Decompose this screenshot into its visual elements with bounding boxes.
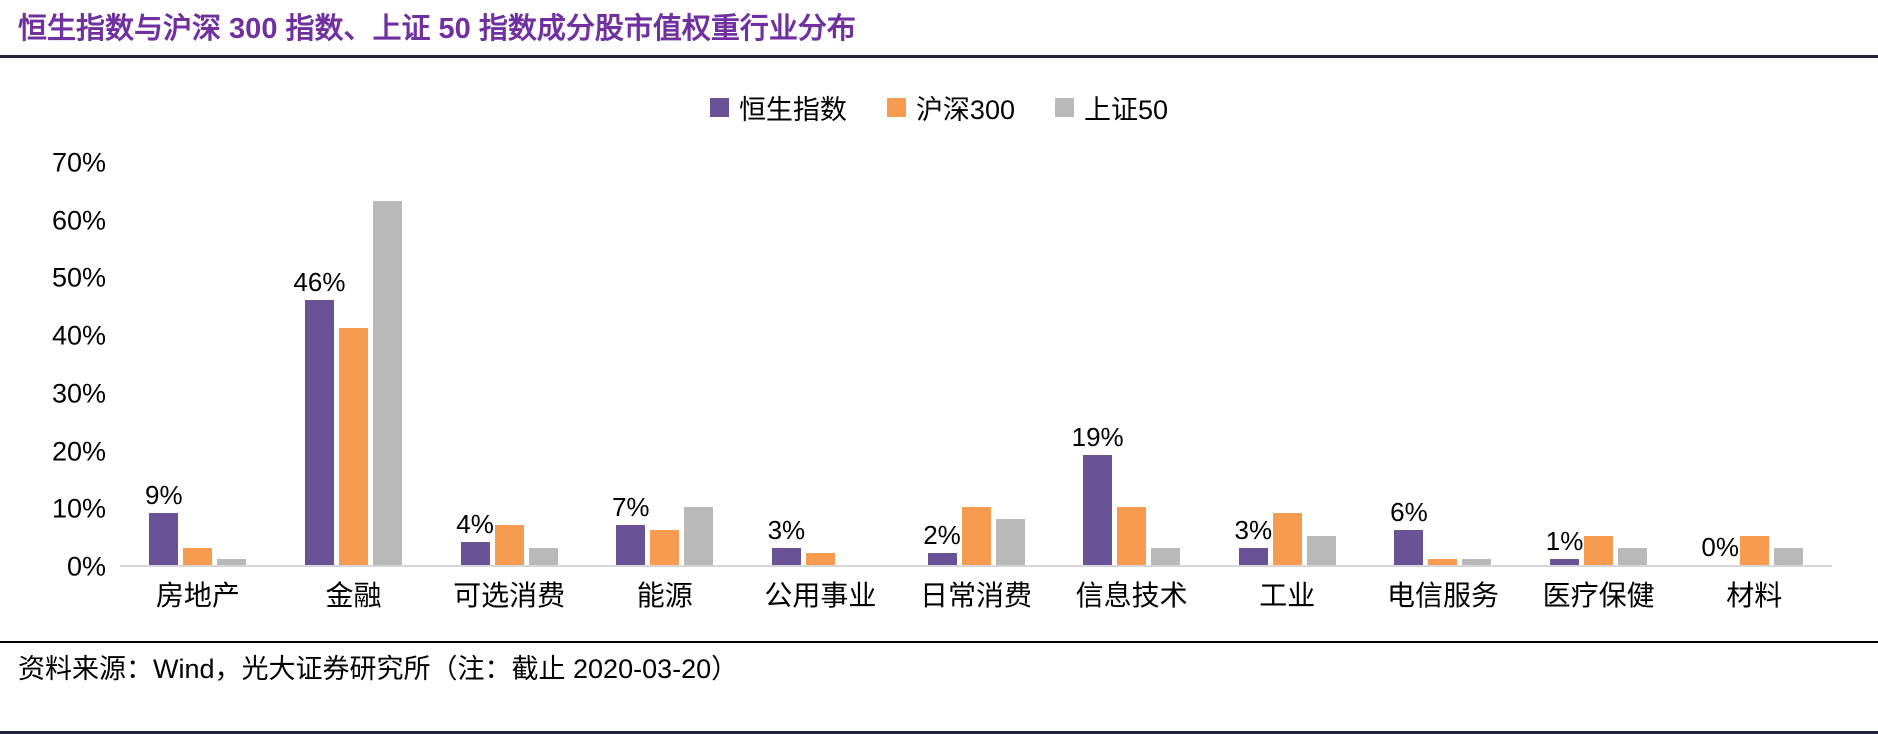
data-label: 0% (1701, 532, 1740, 562)
bar-group: 3% (1209, 163, 1365, 565)
x-category-label: 信息技术 (1075, 580, 1188, 611)
source-note: 资料来源：Wind，光大证券研究所（注：截止 2020-03-20） (18, 654, 739, 684)
y-tick-label: 0% (66, 551, 106, 582)
bar-恒生指数: 46% (293, 269, 345, 565)
bar-group: 6% (1365, 163, 1521, 565)
legend-item: 上证50 (1055, 88, 1168, 127)
y-tick-label: 30% (51, 378, 106, 409)
x-axis: 房地产 金融 可选消费 能源 公用事业 日常消费 信息技术 工业 电信服务 医疗保健 材料 (0, 579, 1878, 613)
x-category-label: 能源 (636, 580, 693, 611)
legend-swatch (1055, 98, 1074, 117)
bar-沪深300 (338, 328, 368, 565)
x-category-label: 日常消费 (920, 580, 1033, 611)
x-category-label: 可选消费 (453, 580, 566, 611)
data-label: 9% (145, 480, 183, 511)
bar-沪深300 (1272, 513, 1302, 565)
bar-group: 1% (1521, 163, 1677, 565)
legend-label: 上证50 (1084, 95, 1169, 125)
bar-上证50 (1618, 547, 1648, 565)
bar-上证50 (1773, 547, 1803, 565)
legend-label: 沪深300 (915, 95, 1015, 125)
bar-沪深300 (805, 553, 835, 565)
bar-恒生指数: 1% (1546, 528, 1583, 565)
data-label: 7% (611, 491, 650, 522)
y-axis: 0% 10% 20% 30% 40% 50% 60% 70% (24, 149, 120, 580)
bar-沪深300 (183, 547, 213, 565)
legend-swatch (709, 98, 729, 117)
y-tick-label: 70% (51, 147, 106, 178)
grouped-bar-chart: 恒生指数 沪深300 上证50 0% 10% 20% 30% 40% 50% 60% 70% 9%… (0, 88, 1878, 613)
bar-上证50 (1462, 559, 1492, 565)
bar-上证50 (1306, 536, 1336, 565)
bar-恒生指数: 4% (456, 511, 494, 565)
plot-wrapper: 0% 10% 20% 30% 40% 50% 60% 70% 9% 46% 4% 7% 3% 2% 19%… (0, 149, 1878, 580)
title-divider (0, 55, 1878, 58)
x-category-label: 公用事业 (764, 580, 877, 611)
bar-沪深300 (494, 524, 524, 565)
bar-group: 46% (276, 163, 432, 565)
y-tick-label: 10% (51, 493, 106, 524)
bar-group: 2% (898, 163, 1054, 565)
legend-item: 沪深300 (886, 88, 1015, 127)
legend-item: 恒生指数 (709, 88, 847, 127)
bar-恒生指数: 19% (1072, 424, 1124, 565)
x-category-label: 金融 (325, 580, 382, 611)
x-category-label: 电信服务 (1386, 580, 1499, 611)
bar-沪深300 (1584, 536, 1614, 565)
bar-上证50 (995, 518, 1025, 565)
y-tick-label: 20% (51, 436, 106, 467)
bar-恒生指数: 2% (923, 522, 961, 565)
bar-沪深300 (650, 530, 680, 565)
bar-上证50 (684, 507, 714, 565)
bar-group: 3% (743, 163, 899, 565)
x-category-label: 房地产 (155, 580, 240, 611)
bar-沪深300 (1117, 507, 1147, 565)
chart-legend: 恒生指数 沪深300 上证50 (0, 88, 1878, 127)
bar-恒生指数: 9% (145, 482, 183, 565)
bar-沪深300 (961, 507, 991, 565)
x-category-label: 医疗保健 (1542, 580, 1655, 611)
footer-divider (0, 641, 1878, 643)
bottom-border (0, 731, 1878, 734)
bar-沪深300 (1739, 536, 1769, 565)
legend-label: 恒生指数 (738, 95, 847, 125)
bar-沪深300 (1428, 559, 1458, 565)
data-label: 4% (456, 508, 494, 539)
plot-area: 9% 46% 4% 7% 3% 2% 19% 3% 6% 1% 0% (120, 163, 1832, 567)
bar-上证50 (372, 201, 402, 565)
x-category-label: 工业 (1259, 580, 1316, 611)
data-label: 1% (1545, 526, 1584, 557)
bar-恒生指数: 3% (1235, 517, 1272, 565)
bar-group: 19% (1054, 163, 1210, 565)
data-label: 46% (293, 266, 346, 297)
bar-上证50 (1151, 547, 1181, 565)
bar-group: 4% (431, 163, 587, 565)
bar-group: 9% (120, 163, 276, 565)
legend-swatch (886, 98, 906, 117)
data-label: 3% (1234, 514, 1273, 545)
bar-恒生指数: 3% (768, 517, 805, 565)
data-label: 2% (923, 520, 961, 551)
data-label: 3% (767, 514, 806, 545)
bar-恒生指数: 7% (612, 494, 650, 565)
y-tick-label: 40% (51, 320, 106, 351)
bar-group: 7% (587, 163, 743, 565)
data-label: 6% (1390, 497, 1428, 528)
bar-上证50 (217, 559, 247, 565)
bar-恒生指数: 6% (1390, 499, 1428, 565)
y-tick-label: 60% (51, 205, 106, 236)
bar-group: 0% (1676, 163, 1832, 565)
figure-title: 恒生指数与沪深 300 指数、上证 50 指数成分股市值权重行业分布 (18, 13, 856, 45)
x-category-label: 材料 (1726, 580, 1783, 611)
y-tick-label: 50% (51, 262, 106, 293)
bar-上证50 (528, 547, 558, 565)
data-label: 19% (1071, 422, 1124, 453)
